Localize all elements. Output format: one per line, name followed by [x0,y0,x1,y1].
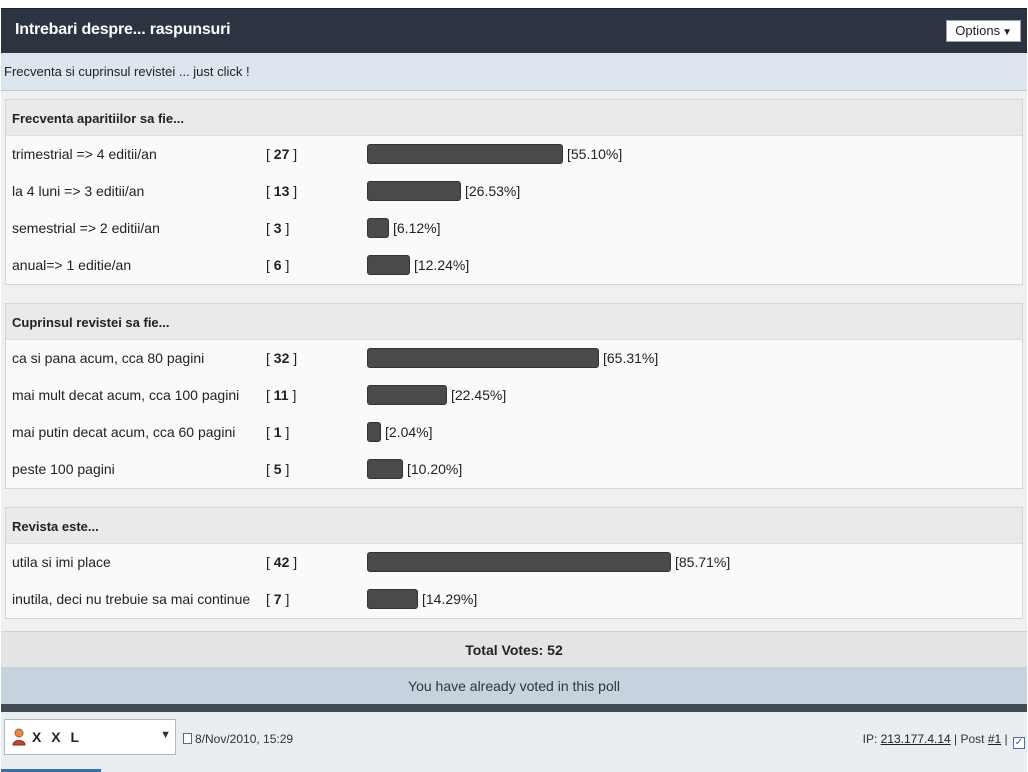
result-bar [367,422,381,442]
result-bar [367,385,447,405]
post-meta: IP: 213.177.4.14 | Post #1 | ✓ [862,732,1025,749]
total-votes: Total Votes: 52 [1,631,1027,667]
result-percent: [12.24%] [414,257,470,273]
result-percent: [55.10%] [567,146,623,162]
section-title: Revista este... [6,508,1022,544]
option-label: inutila, deci nu trebuie sa mai continue [12,591,251,607]
result-percent: [10.20%] [407,461,463,477]
checkbox-icon[interactable]: ✓ [1013,737,1025,749]
result-percent: [85.71%] [675,554,731,570]
post-date: 8/Nov/2010, 15:29 [183,732,293,746]
vote-count: [ 13 ] [266,183,298,199]
vote-count: [ 3 ] [266,220,290,236]
section-title: Frecventa aparitiilor sa fie... [6,100,1022,136]
result-bar [367,255,410,275]
result-bar [367,589,418,609]
vote-count: [ 1 ] [266,424,290,440]
username: X X L [32,729,83,745]
chevron-down-icon: ▼ [1002,27,1012,38]
result-bar [367,459,403,479]
poll-option-row: ca si pana acum, cca 80 pagini [ 32 ] [6… [6,340,1022,377]
option-label: mai putin decat acum, cca 60 pagini [12,424,236,440]
option-label: utila si imi place [12,554,111,570]
option-label: anual=> 1 editie/an [12,257,132,273]
user-menu-dropdown[interactable]: X X L ▼ [4,719,176,755]
post-footer: X X L ▼ 8/Nov/2010, 15:29 IP: 213.177.4.… [1,712,1027,772]
vote-count: [ 11 ] [266,387,297,403]
option-label: la 4 luni => 3 editii/an [12,183,145,199]
poll-option-row: mai putin decat acum, cca 60 pagini [ 1 … [6,414,1022,451]
result-bar [367,144,563,164]
poll-option-row: anual=> 1 editie/an [ 6 ] [12.24%] [6,247,1022,284]
result-percent: [26.53%] [465,183,521,199]
post-number-link[interactable]: #1 [987,732,1002,746]
poll-section-frequency: Frecventa aparitiilor sa fie... trimestr… [5,99,1023,285]
vote-count: [ 5 ] [266,461,290,477]
poll-header: Intrebari despre... raspunsuri Options ▼ [1,8,1027,53]
option-label: ca si pana acum, cca 80 pagini [12,350,205,366]
options-button[interactable]: Options ▼ [946,20,1021,42]
vote-count: [ 7 ] [266,591,290,607]
result-bar [367,348,599,368]
poll-section-opinion: Revista este... utila si imi place [ 42 … [5,507,1023,619]
result-bar [367,181,461,201]
top-border [0,0,1028,8]
result-percent: [2.04%] [385,424,433,440]
poll-title: Intrebari despre... raspunsuri [15,21,231,38]
poll-option-row: trimestrial => 4 editii/an [ 27 ] [55.10… [6,136,1022,173]
vote-count: [ 6 ] [266,257,290,273]
divider [1,704,1027,712]
poll-option-row: la 4 luni => 3 editii/an [ 13 ] [26.53%] [6,173,1022,210]
result-percent: [6.12%] [393,220,441,236]
result-bar [367,552,671,572]
vote-count: [ 32 ] [266,350,298,366]
poll-option-row: mai mult decat acum, cca 100 pagini [ 11… [6,377,1022,414]
result-percent: [14.29%] [422,591,478,607]
chevron-down-icon: ▼ [160,729,171,741]
vote-count: [ 27 ] [266,146,298,162]
options-label: Options [955,23,1001,38]
poll-option-row: semestrial => 2 editii/an [ 3 ] [6.12%] [6,210,1022,247]
poll-option-row: inutila, deci nu trebuie sa mai continue… [6,581,1022,618]
vote-count: [ 42 ] [266,554,298,570]
document-icon [183,733,192,744]
result-bar [367,218,389,238]
option-label: peste 100 pagini [12,461,115,477]
already-voted-message: You have already voted in this poll [1,667,1027,704]
poll-question: Frecventa si cuprinsul revistei ... just… [4,64,250,79]
bottom-accent [1,769,101,772]
option-label: trimestrial => 4 editii/an [12,146,157,162]
poll-section-content: Cuprinsul revistei sa fie... ca si pana … [5,303,1023,489]
option-label: mai mult decat acum, cca 100 pagini [12,387,240,403]
result-percent: [22.45%] [451,387,507,403]
user-icon [12,728,26,746]
option-label: semestrial => 2 editii/an [12,220,160,236]
result-percent: [65.31%] [603,350,659,366]
ip-link[interactable]: 213.177.4.14 [880,732,951,746]
poll-option-row: peste 100 pagini [ 5 ] [10.20%] [6,451,1022,488]
section-title: Cuprinsul revistei sa fie... [6,304,1022,340]
poll-question-bar: Frecventa si cuprinsul revistei ... just… [1,53,1027,91]
poll-option-row: utila si imi place [ 42 ] [85.71%] [6,544,1022,581]
